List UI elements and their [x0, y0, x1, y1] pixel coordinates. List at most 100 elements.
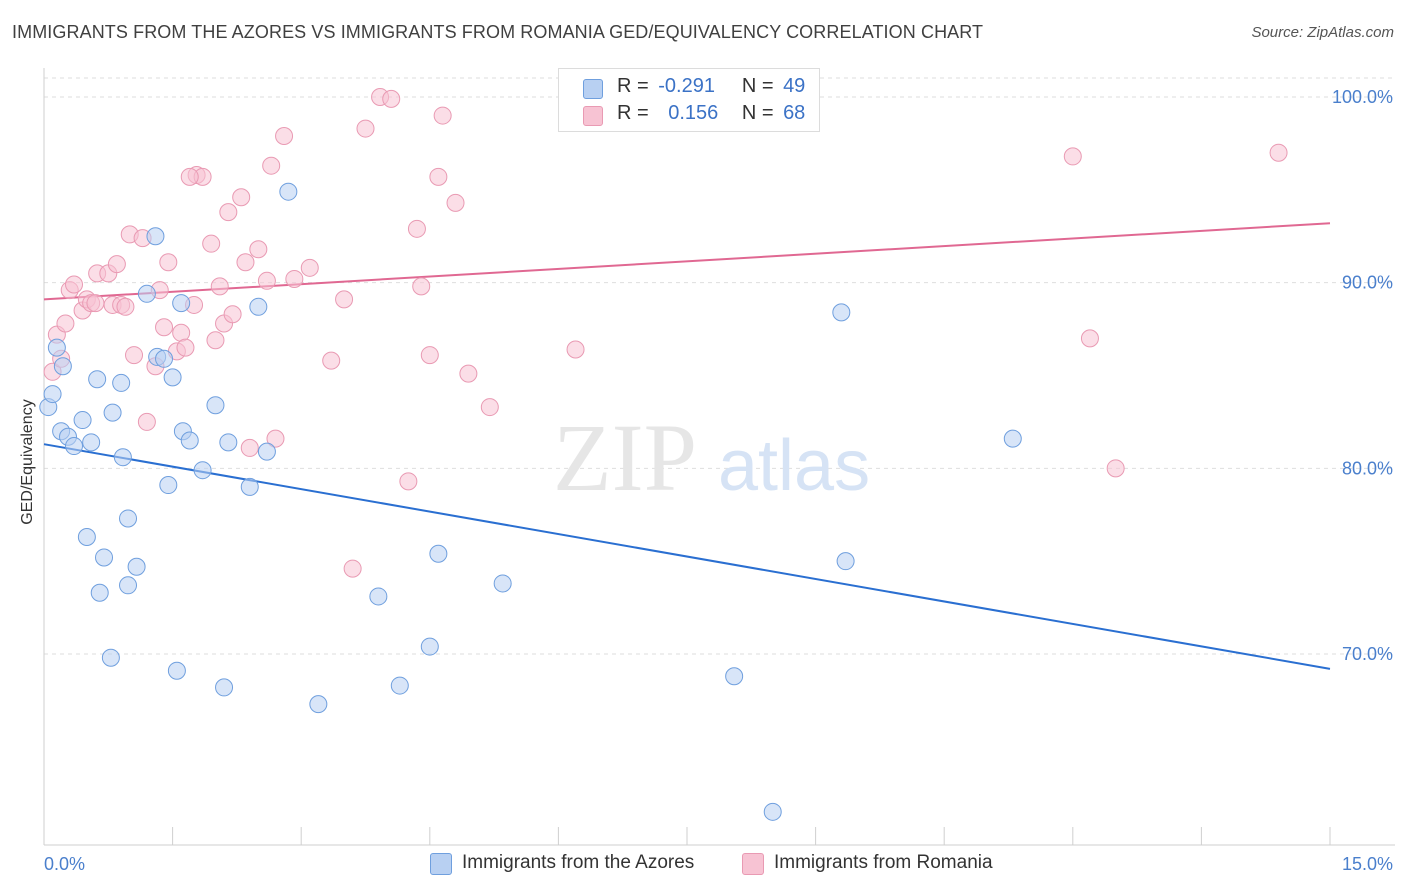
azores-point: [1003, 429, 1022, 448]
romania-point: [433, 106, 452, 125]
x-tick-label-max: 15.0%: [1342, 854, 1393, 874]
romania-point: [116, 297, 135, 316]
azores-point: [95, 548, 114, 567]
romania-point: [275, 126, 294, 145]
azores-point: [193, 461, 212, 480]
azores-point: [725, 667, 744, 686]
azores-point: [420, 637, 439, 656]
romania-point: [107, 255, 126, 274]
romania-point: [172, 323, 191, 342]
romania-point: [86, 294, 105, 313]
azores-n-label: N =: [741, 75, 774, 97]
watermark-zip: ZIP: [553, 404, 697, 511]
romania-point: [300, 258, 319, 277]
azores-point: [155, 349, 174, 368]
romania-point: [459, 364, 478, 383]
azores-n-value: 49: [783, 75, 806, 97]
romania-point: [155, 318, 174, 337]
romania-point: [335, 290, 354, 309]
romania-point: [56, 314, 75, 333]
romania-point: [210, 277, 229, 296]
romania-point: [480, 398, 499, 417]
romania-point: [219, 203, 238, 222]
romania-point: [202, 234, 221, 253]
azores-point: [127, 557, 146, 576]
y-tick-label: 80.0%: [1342, 458, 1393, 478]
azores-point: [146, 227, 165, 246]
azores-point: [369, 587, 388, 606]
romania-point: [382, 89, 401, 108]
romania-point: [1080, 329, 1099, 348]
romania-r-value: 0.156: [668, 102, 719, 124]
romania-point: [257, 271, 276, 290]
romania-point: [266, 429, 285, 448]
azores-legend-swatch: [430, 853, 452, 875]
azores-point: [119, 576, 138, 595]
azores-point: [390, 676, 409, 695]
azores-trend-line: [43, 443, 1331, 670]
azores-point: [172, 294, 191, 313]
azores-point: [167, 661, 186, 680]
azores-point: [119, 509, 138, 528]
romania-point: [1106, 459, 1125, 478]
azores-point: [240, 477, 259, 496]
azores-point: [90, 583, 109, 602]
correlation-legend: R = -0.291 N = 49 R = 0.156 N = 68: [558, 68, 820, 132]
azores-point: [88, 370, 107, 389]
azores-point: [77, 528, 96, 547]
azores-point: [493, 574, 512, 593]
romania-swatch: [583, 106, 603, 126]
romania-point: [236, 253, 255, 272]
romania-point: [356, 119, 375, 138]
romania-n-label: N =: [741, 102, 774, 124]
romania-point: [1269, 143, 1288, 162]
azores-point: [763, 802, 782, 821]
romania-point: [180, 167, 199, 186]
azores-point: [101, 648, 120, 667]
azores-point: [257, 442, 276, 461]
romania-point: [176, 338, 195, 357]
romania-point: [399, 472, 418, 491]
azores-point: [113, 448, 132, 467]
azores-point: [112, 373, 131, 392]
romania-point: [206, 331, 225, 350]
romania-point: [420, 346, 439, 365]
romania-point: [446, 193, 465, 212]
romania-legend-label: Immigrants from Romania: [774, 852, 993, 873]
azores-point: [279, 182, 298, 201]
azores-point: [137, 284, 156, 303]
azores-point: [82, 433, 101, 452]
romania-point: [407, 219, 426, 238]
romania-point: [322, 351, 341, 370]
watermark-atlas: atlas: [718, 426, 870, 506]
azores-point: [163, 368, 182, 387]
azores-point: [429, 544, 448, 563]
romania-point: [240, 438, 259, 457]
romania-point: [65, 275, 84, 294]
y-tick-label: 100.0%: [1332, 87, 1393, 107]
azores-r-value: -0.291: [658, 75, 715, 97]
y-tick-label: 90.0%: [1342, 273, 1393, 293]
trend-lines: [43, 222, 1331, 670]
romania-point: [232, 188, 251, 207]
azores-point: [65, 437, 84, 456]
romania-point: [566, 340, 585, 359]
azores-point: [836, 552, 855, 571]
azores-point: [103, 403, 122, 422]
romania-point: [249, 240, 268, 259]
azores-point: [215, 678, 234, 697]
romania-point: [429, 167, 448, 186]
source-label: Source: ZipAtlas.com: [1251, 24, 1394, 41]
romania-trend-line: [43, 222, 1331, 301]
romania-legend-swatch: [742, 853, 764, 875]
azores-point: [309, 695, 328, 714]
azores-point: [53, 357, 72, 376]
chart-title: IMMIGRANTS FROM THE AZORES VS IMMIGRANTS…: [12, 22, 984, 42]
azores-legend-label: Immigrants from the Azores: [462, 852, 695, 873]
romania-point: [223, 305, 242, 324]
azores-swatch: [583, 79, 603, 99]
data-points: [39, 88, 1288, 821]
tick-labels: 70.0% 80.0% 90.0% 100.0% 0.0% 15.0%: [44, 87, 1393, 874]
azores-r-label: R =: [617, 75, 649, 97]
